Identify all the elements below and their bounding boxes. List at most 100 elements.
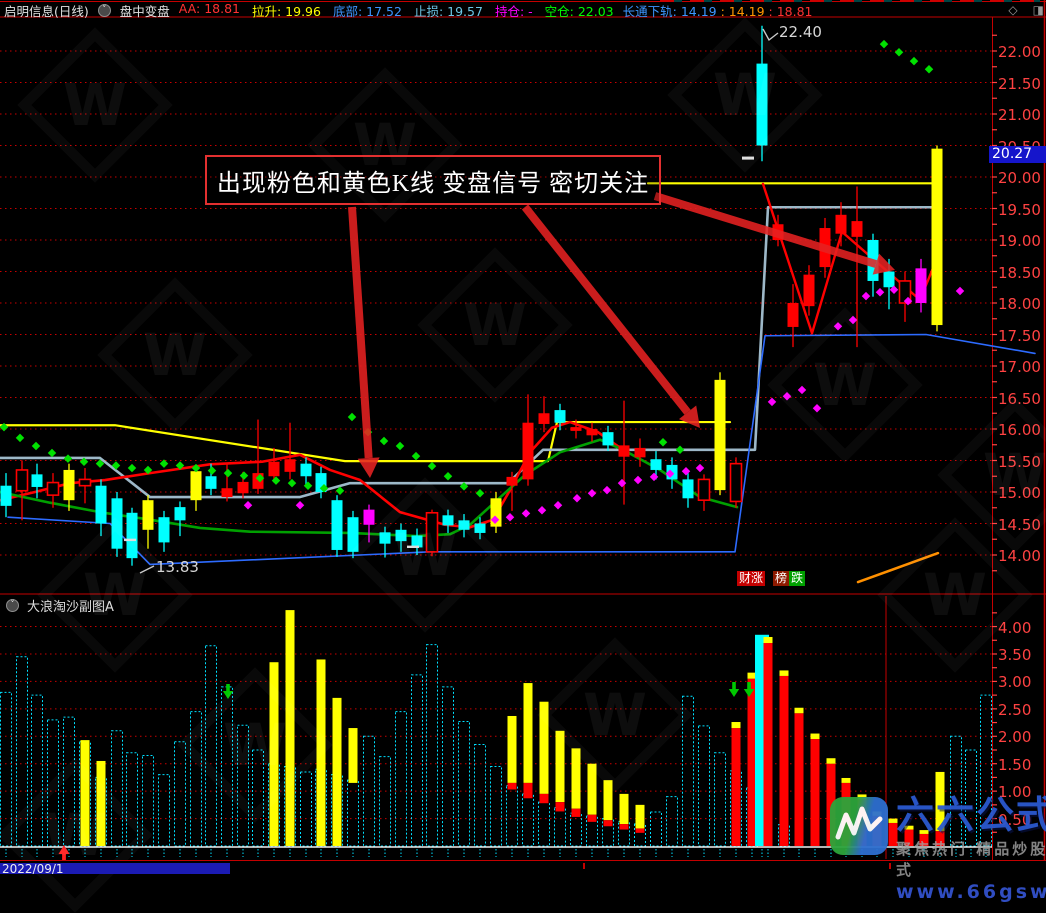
candle (650, 459, 662, 470)
volume-bar-dotted (111, 730, 123, 847)
candle (538, 413, 550, 424)
candle (190, 471, 202, 501)
band-field-label: 长通下轨: (622, 3, 681, 19)
candle (442, 515, 454, 526)
candle (252, 473, 264, 489)
green-diamond-dot (175, 461, 185, 470)
sub-chart-title: 大浪淘沙副图A (27, 600, 114, 615)
board-badge[interactable]: 榜 (773, 571, 790, 586)
magenta-diamond-dot (617, 478, 627, 488)
volume-bar-dotted (379, 756, 391, 847)
green-diamond-dot (271, 476, 281, 485)
volume-bar-dotted (31, 694, 43, 847)
sell-signal-arrow-icon (728, 682, 740, 697)
green-diamond-dot (411, 451, 421, 461)
candle (46, 481, 60, 496)
volume-bar-red (635, 828, 645, 833)
volume-bar-yellow (523, 683, 533, 783)
magenta-diamond-dot (490, 515, 500, 524)
green-diamond-dot (223, 468, 233, 478)
volume-bar-dotted (411, 674, 423, 847)
candle (697, 478, 711, 501)
volume-bar-dotted (554, 807, 566, 847)
support-diagonal (856, 551, 940, 584)
candle (682, 479, 694, 499)
diamond-icon[interactable]: ◇ (1008, 3, 1018, 17)
magenta-diamond-dot (602, 485, 612, 495)
green-diamond-dot (879, 39, 889, 49)
prev-close-dash (124, 538, 136, 542)
collapse-sub-icon[interactable]: ˅ (6, 599, 19, 612)
volume-bar-yellow (587, 763, 597, 815)
green-diamond-dot (191, 463, 201, 473)
chart-canvas[interactable] (0, 0, 1046, 873)
volume-bar-dotted (16, 656, 28, 847)
volume-bar-yellow (619, 793, 629, 825)
candle (602, 432, 614, 446)
rise-rank-badge[interactable]: 财涨 (737, 571, 766, 586)
site-name: 六六公式网 (896, 793, 1046, 837)
green-diamond-dot (31, 441, 41, 451)
magenta-diamond-dot (587, 489, 597, 498)
volume-bar-red (810, 739, 820, 846)
candle (425, 511, 439, 553)
volume-bar-red (539, 793, 549, 804)
volume-bar-dotted (363, 735, 375, 847)
volume-bar-dotted (980, 694, 992, 847)
magenta-diamond-dot (505, 512, 515, 522)
green-diamond-dot (239, 471, 249, 480)
split-window-icon[interactable]: ◨ (1032, 3, 1044, 17)
annotation-arrow-head (357, 457, 380, 478)
green-diamond-dot (395, 441, 405, 451)
band-field-value: : 18.81 (764, 3, 813, 19)
green-diamond-dot (0, 422, 9, 432)
green-diamond-dot (319, 483, 329, 493)
low-pointer (139, 565, 155, 574)
candle (315, 473, 327, 492)
volume-bar-yellow (919, 830, 929, 834)
annotation-arrow-shaft (653, 192, 878, 268)
volume-bar-red (523, 782, 533, 799)
annotation-arrow-shaft (348, 206, 373, 459)
candle (395, 529, 407, 542)
volume-bar-red (603, 820, 613, 827)
green-diamond-dot (95, 459, 105, 468)
fall-rank-badge[interactable]: 跌 (789, 571, 806, 586)
collapse-main-icon[interactable]: ˅ (97, 3, 111, 17)
volume-bar-dotted (0, 691, 12, 847)
candle (95, 485, 107, 524)
green-diamond-dot (924, 65, 934, 74)
candle (586, 429, 598, 436)
green-diamond-dot (143, 465, 153, 475)
volume-bar-yellow (539, 701, 549, 794)
candle (803, 274, 815, 307)
volume-bar-dotted (47, 719, 59, 847)
low-price-label: 13.83 (156, 558, 199, 576)
candle (237, 481, 249, 494)
volume-bar-yellow (826, 758, 836, 764)
magenta-diamond-dot (861, 291, 871, 301)
date-axis[interactable]: 2022/09/1 (0, 860, 1046, 874)
indicator-field: 拉升: 19.96 (251, 3, 321, 19)
volume-bar-dotted (474, 744, 486, 847)
magenta-diamond-dot (553, 500, 563, 510)
clipped-toolbar-strip (660, 0, 1040, 2)
magenta-diamond-dot (695, 463, 705, 473)
candle (331, 500, 343, 550)
candle (379, 532, 391, 544)
volume-bar-dotted (570, 812, 582, 847)
candle (634, 447, 646, 458)
magenta-diamond-dot (782, 391, 792, 401)
volume-bar-yellow (555, 730, 565, 803)
prev-close-dash (407, 545, 419, 549)
volume-bar-dotted (666, 796, 678, 847)
volume-bar-yellow (603, 780, 613, 821)
volume-bar-yellow (80, 740, 90, 846)
candle (915, 268, 927, 303)
date-tick (583, 863, 585, 869)
candle (522, 422, 534, 480)
site-watermark: 六六公式网 聚焦热门 精品炒股指标公式 www.66gsw.com (830, 793, 1046, 903)
candle (411, 535, 423, 548)
volume-bar-red (888, 822, 898, 846)
green-diamond-dot (127, 463, 137, 473)
